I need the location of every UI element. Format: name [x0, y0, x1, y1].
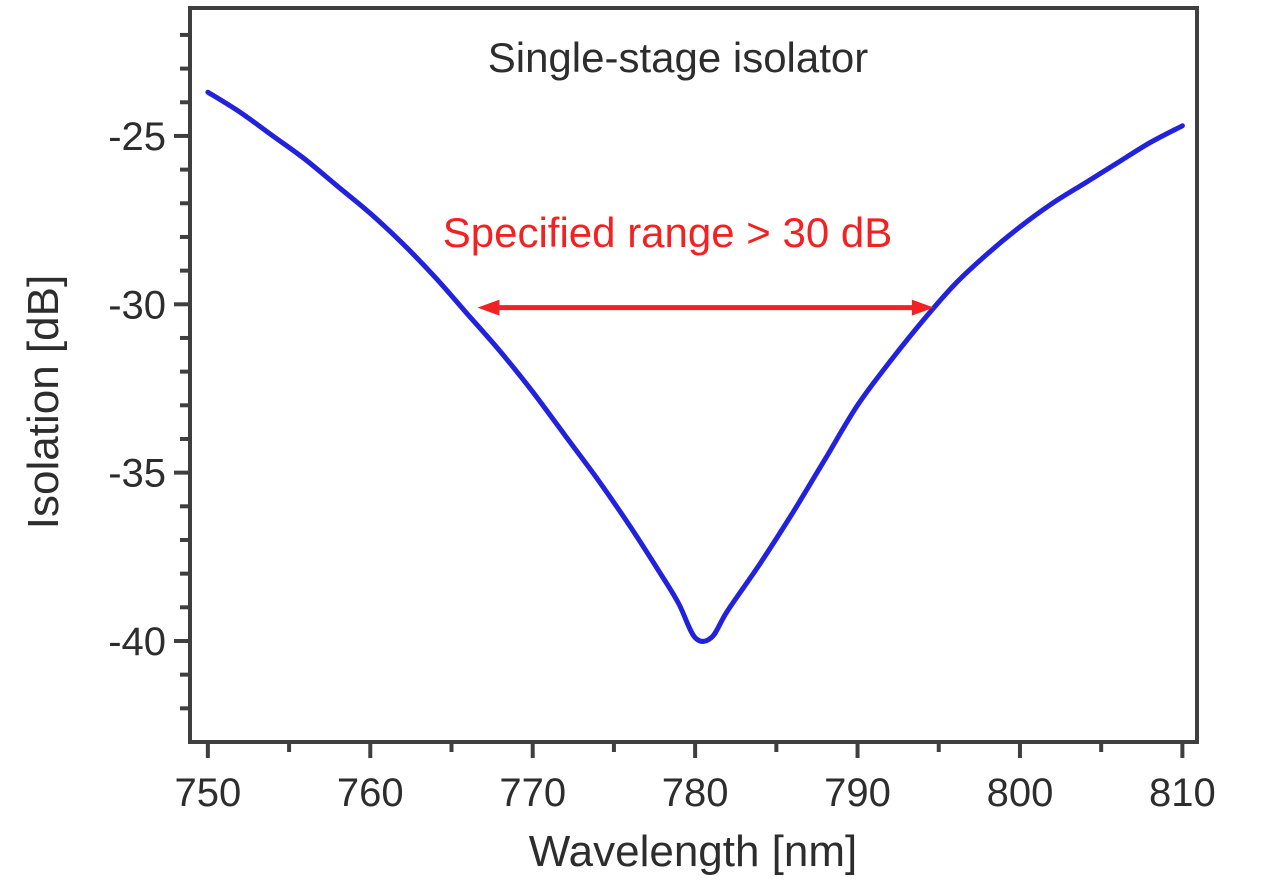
x-tick-label: 800 — [987, 771, 1054, 815]
x-tick-label: 750 — [174, 771, 241, 815]
spec-arrow-right-head — [911, 299, 934, 316]
y-axis-label: Isolation [dB] — [19, 275, 68, 529]
x-axis-tick-labels: 750 760 770 780 790 800 810 — [174, 771, 1215, 815]
x-tick-label: 770 — [499, 771, 566, 815]
y-tick-label: -30 — [108, 283, 166, 327]
y-axis-tick-labels: -25 -30 -35 -40 — [108, 115, 166, 664]
spec-arrow-left-head — [477, 299, 500, 316]
chart-title: Single-stage isolator — [488, 34, 869, 81]
y-axis-ticks — [174, 32, 190, 711]
y-tick-label: -25 — [108, 115, 166, 159]
y-tick-label: -35 — [108, 452, 166, 496]
y-tick-label: -40 — [108, 620, 166, 664]
x-axis-label: Wavelength [nm] — [529, 827, 858, 876]
x-axis-ticks — [205, 742, 1185, 758]
spec-range-label: Specified range > 30 dB — [443, 209, 893, 256]
isolation-curve — [205, 89, 1185, 644]
x-tick-label: 760 — [337, 771, 404, 815]
x-tick-label: 810 — [1149, 771, 1216, 815]
x-tick-label: 790 — [824, 771, 891, 815]
x-tick-label: 780 — [662, 771, 729, 815]
spec-range-arrow — [477, 299, 934, 316]
